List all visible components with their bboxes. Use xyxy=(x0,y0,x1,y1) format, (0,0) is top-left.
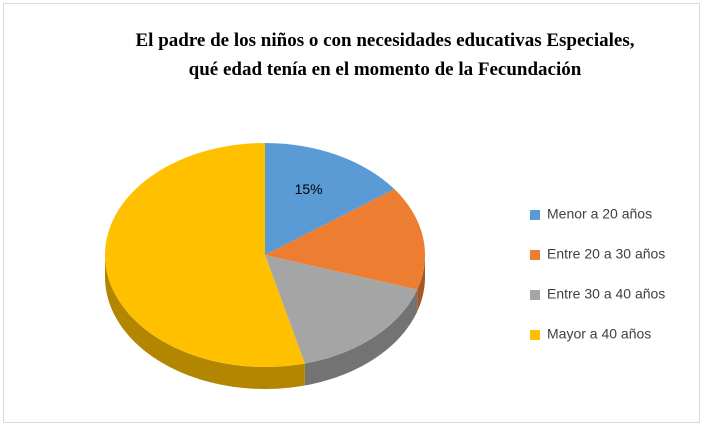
legend-label: Entre 30 a 40 años xyxy=(547,286,665,302)
slice-side xyxy=(304,289,418,386)
slice-side xyxy=(417,255,425,312)
data-label: 15% xyxy=(295,181,323,197)
chart-frame xyxy=(3,3,700,423)
slice xyxy=(105,143,305,367)
slice xyxy=(265,143,395,255)
chart-title: El padre de los niños o con necesidades … xyxy=(135,30,635,80)
legend-swatch xyxy=(530,290,540,300)
legend-label: Mayor a 40 años xyxy=(547,326,651,342)
slice xyxy=(265,189,425,290)
legend-swatch xyxy=(530,330,540,340)
legend-label: Entre 20 a 30 años xyxy=(547,246,665,262)
slice-side xyxy=(105,255,305,389)
legend-swatch xyxy=(530,210,540,220)
legend-swatch xyxy=(530,250,540,260)
slice xyxy=(265,255,418,364)
legend-label: Menor a 20 años xyxy=(547,206,652,222)
